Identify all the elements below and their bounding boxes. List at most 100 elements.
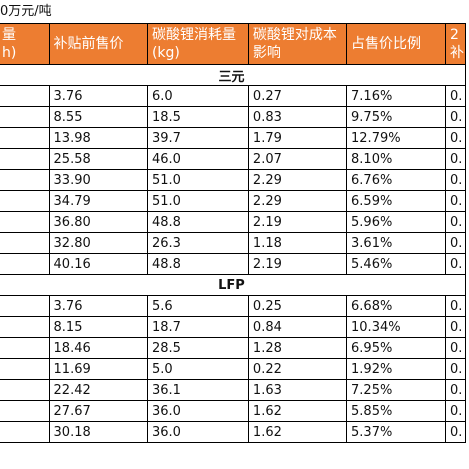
table-cell-consumption: 18.7 xyxy=(146,316,249,338)
table-cell-cost-impact: 2.19 xyxy=(247,253,348,275)
table-row: 8.55 18.5 0.83 9.75% 0. xyxy=(0,106,466,128)
table-cell-share: 5.96% xyxy=(346,211,446,233)
table-cell-consumption: 39.7 xyxy=(146,127,249,149)
table-cell-share: 6.95% xyxy=(346,337,446,359)
table-cell-price: 30.18 xyxy=(48,421,148,443)
table-cell-consumption: 36.0 xyxy=(146,421,249,443)
table-cell-cost-impact: 1.28 xyxy=(247,337,348,359)
section-title: LFP xyxy=(0,274,466,296)
table-cell-price: 32.80 xyxy=(48,232,148,254)
table-cell-price: 40.16 xyxy=(48,253,148,275)
table-cell-capacity xyxy=(0,106,50,128)
table-row: 11.69 5.0 0.22 1.92% 0. xyxy=(0,358,466,380)
table-row: 22.42 36.1 1.63 7.25% 0. xyxy=(0,379,466,401)
table-cell-share: 5.46% xyxy=(346,253,446,275)
header-lithium-consumption: 碳酸锂消耗量(kg) xyxy=(146,23,249,65)
header-price-before-subsidy: 补贴前售价 xyxy=(48,23,148,65)
table-cell-subsidy: 0. xyxy=(445,211,466,233)
table-cell-consumption: 36.1 xyxy=(146,379,249,401)
table-cell-capacity xyxy=(0,190,50,212)
table-cell-cost-impact: 1.18 xyxy=(247,232,348,254)
table-cell-price: 8.15 xyxy=(48,316,148,338)
table-cell-cost-impact: 1.63 xyxy=(247,379,348,401)
table-cell-consumption: 36.0 xyxy=(146,400,249,422)
table-cell-capacity xyxy=(0,232,50,254)
table-cell-capacity xyxy=(0,127,50,149)
table-cell-consumption: 51.0 xyxy=(146,169,249,191)
table-row: 27.67 36.0 1.62 5.85% 0. xyxy=(0,400,466,422)
table-cell-subsidy: 0. xyxy=(445,190,466,212)
table-cell-price: 11.69 xyxy=(48,358,148,380)
table-cell-subsidy: 0. xyxy=(445,295,466,317)
table-cell-consumption: 26.3 xyxy=(146,232,249,254)
header-cost-impact: 碳酸锂对成本影响 xyxy=(247,23,348,65)
table-cell-cost-impact: 0.84 xyxy=(247,316,348,338)
table-cell-share: 8.10% xyxy=(346,148,446,170)
table-cell-share: 9.75% xyxy=(346,106,446,128)
table-cell-price: 22.42 xyxy=(48,379,148,401)
table-row: 40.16 48.8 2.19 5.46% 0. xyxy=(0,253,466,275)
table-cell-capacity xyxy=(0,295,50,317)
section-row: LFP xyxy=(0,274,466,296)
section-title: 三元 xyxy=(0,64,466,86)
table-cell-consumption: 46.0 xyxy=(146,148,249,170)
table-cell-subsidy: 0. xyxy=(445,358,466,380)
table-row: 34.79 51.0 2.29 6.59% 0. xyxy=(0,190,466,212)
section-row: 三元 xyxy=(0,64,466,86)
table-cell-subsidy: 0. xyxy=(445,379,466,401)
table-cell-subsidy: 0. xyxy=(445,85,466,107)
table-cell-share: 10.34% xyxy=(346,316,446,338)
table-cell-cost-impact: 1.62 xyxy=(247,421,348,443)
header-price-share: 占售价比例 xyxy=(346,23,446,65)
table-cell-consumption: 48.8 xyxy=(146,211,249,233)
table-row: 3.76 5.6 0.25 6.68% 0. xyxy=(0,295,466,317)
table-cell-subsidy: 0. xyxy=(445,316,466,338)
unit-note: 0万元/吨 xyxy=(0,4,52,19)
table-row: 13.98 39.7 1.79 12.79% 0. xyxy=(0,127,466,149)
table-cell-share: 6.68% xyxy=(346,295,446,317)
table-cell-subsidy: 0. xyxy=(445,106,466,128)
table-row: 18.46 28.5 1.28 6.95% 0. xyxy=(0,337,466,359)
header-row: 量 h) 补贴前售价 碳酸锂消耗量(kg) 碳酸锂对成本影响 占售价比例 2 补 xyxy=(0,23,466,65)
table-cell-capacity xyxy=(0,253,50,275)
lithium-cost-table: 量 h) 补贴前售价 碳酸锂消耗量(kg) 碳酸锂对成本影响 占售价比例 2 补… xyxy=(0,23,466,443)
table-cell-price: 18.46 xyxy=(48,337,148,359)
table-row: 30.18 36.0 1.62 5.37% 0. xyxy=(0,421,466,443)
header-subsidy-partial: 2 补 xyxy=(445,23,466,65)
table-cell-capacity xyxy=(0,169,50,191)
header-capacity: 量 h) xyxy=(0,23,50,65)
table-cell-capacity xyxy=(0,358,50,380)
header-capacity-line2: h) xyxy=(2,45,17,61)
table-cell-consumption: 5.0 xyxy=(146,358,249,380)
table-cell-share: 6.76% xyxy=(346,169,446,191)
table-cell-cost-impact: 0.27 xyxy=(247,85,348,107)
table-cell-consumption: 48.8 xyxy=(146,253,249,275)
header-subsidy-line2: 补 xyxy=(450,45,464,61)
header-capacity-line1: 量 xyxy=(2,27,16,43)
table-row: 3.76 6.0 0.27 7.16% 0. xyxy=(0,85,466,107)
table-row: 36.80 48.8 2.19 5.96% 0. xyxy=(0,211,466,233)
table-cell-consumption: 51.0 xyxy=(146,190,249,212)
table-cell-subsidy: 0. xyxy=(445,148,466,170)
table-cell-capacity xyxy=(0,400,50,422)
table-cell-share: 5.37% xyxy=(346,421,446,443)
table-cell-capacity xyxy=(0,211,50,233)
table-cell-subsidy: 0. xyxy=(445,232,466,254)
table-cell-share: 7.16% xyxy=(346,85,446,107)
table-cell-price: 27.67 xyxy=(48,400,148,422)
table-cell-capacity xyxy=(0,421,50,443)
table-cell-subsidy: 0. xyxy=(445,337,466,359)
table-cell-price: 8.55 xyxy=(48,106,148,128)
table-cell-price: 33.90 xyxy=(48,169,148,191)
table-cell-cost-impact: 2.07 xyxy=(247,148,348,170)
header-subsidy-line1: 2 xyxy=(450,27,459,43)
table-cell-price: 25.58 xyxy=(48,148,148,170)
table-cell-subsidy: 0. xyxy=(445,400,466,422)
table-cell-subsidy: 0. xyxy=(445,169,466,191)
table-cell-consumption: 18.5 xyxy=(146,106,249,128)
table-row: 33.90 51.0 2.29 6.76% 0. xyxy=(0,169,466,191)
table-cell-consumption: 5.6 xyxy=(146,295,249,317)
table-cell-capacity xyxy=(0,337,50,359)
table-cell-cost-impact: 1.62 xyxy=(247,400,348,422)
table-row: 8.15 18.7 0.84 10.34% 0. xyxy=(0,316,466,338)
